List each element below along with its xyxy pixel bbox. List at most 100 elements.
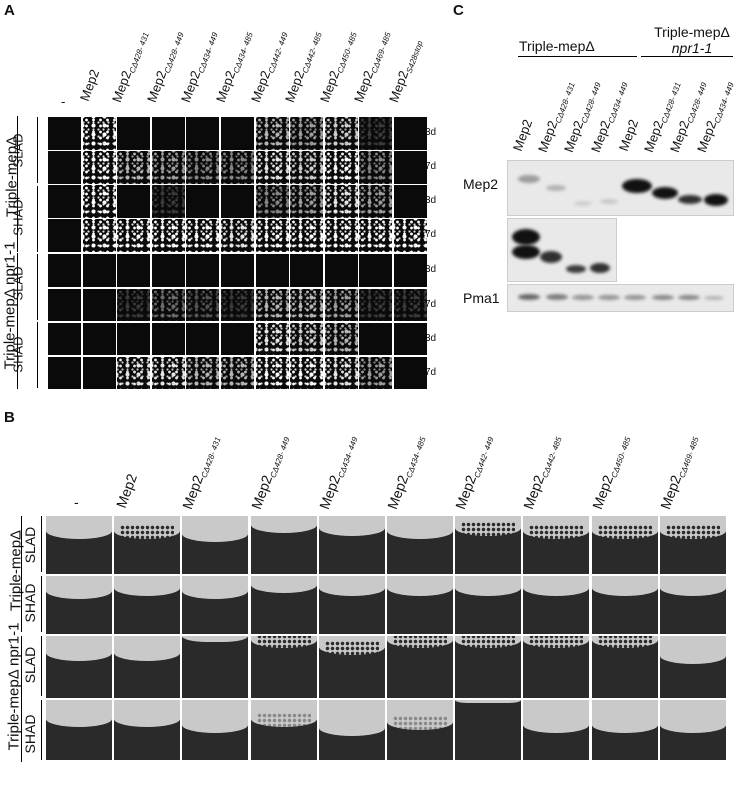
agar-background — [250, 516, 317, 533]
filament-texture — [461, 636, 516, 656]
panel-b-col-label-6-base: Mep2 — [520, 472, 548, 512]
panel-a-col-label-3-subscript: CΔ434- 449 — [197, 31, 221, 75]
panel-a-plate-r4-c8 — [324, 254, 358, 287]
colony-texture — [290, 185, 324, 218]
colony-texture — [359, 151, 393, 184]
panel-a-plate-r6-c9 — [359, 322, 393, 356]
agar-background — [318, 576, 385, 596]
agar-background — [182, 636, 249, 642]
panel-a-plate-r4-c0 — [48, 254, 81, 287]
panel-a-plate-r1-c2 — [117, 151, 151, 184]
filament-texture — [120, 525, 175, 547]
panel-a-plate-r3-c10 — [394, 219, 427, 252]
panel-b-image-r2-c3 — [250, 636, 317, 698]
panel-a-plate-r7-c5 — [221, 356, 254, 390]
panel-a-plate-r2-c7 — [290, 185, 324, 218]
panel-a-plate-r1-c6 — [255, 151, 289, 184]
panel-a-plate-r5-c5 — [221, 288, 254, 321]
panel-b-image-r0-c0 — [46, 516, 112, 574]
panel-c-pma1-row-label: Pma1 — [463, 290, 500, 306]
panel-b-col-label-4: Mep2CΔ434- 485 — [384, 433, 428, 512]
panel-a-plate-r1-c8 — [324, 151, 358, 184]
filament-texture — [597, 636, 652, 656]
panel-b-image-r2-c8 — [591, 636, 658, 698]
panel-a-plate-r6-c4 — [186, 322, 220, 356]
panel-c-lane-label-5-base: Mep2 — [640, 118, 666, 155]
colony-texture — [186, 151, 220, 184]
colony-texture — [117, 356, 151, 390]
colony-texture — [221, 219, 254, 252]
colony-texture — [359, 356, 393, 390]
colony-texture — [186, 219, 220, 252]
panel-a-col-label-9: Mep2S428stop — [386, 37, 425, 105]
panel-a-plate-r7-c2 — [117, 356, 151, 390]
panel-a-plate-r3-c5 — [221, 219, 254, 252]
agar-background — [114, 636, 181, 661]
panel-b-image-r3-c3 — [250, 700, 317, 760]
panel-a-col-label-1-subscript: CΔ428- 431 — [127, 31, 151, 75]
panel-a-plate-r3-c4 — [186, 219, 220, 252]
panel-a-col-label-9-subscript: S428stop — [404, 39, 425, 75]
panel-a-col-label-5-base: Mep2 — [247, 68, 273, 105]
panel-a-plate-r3-c8 — [324, 219, 358, 252]
panel-c-lane-label-4: Mep2 — [616, 117, 641, 153]
agar-background — [523, 576, 590, 596]
panel-a-plate-r4-c3 — [151, 254, 185, 287]
colony-texture — [221, 151, 254, 184]
panel-b-image-r2-c2 — [182, 636, 249, 698]
panel-b-slad-label-2: SLAD — [22, 646, 38, 684]
colony-texture — [324, 288, 358, 321]
colony-texture — [151, 356, 185, 390]
panel-b-image-r1-c0 — [46, 576, 112, 634]
panel-b-image-r1-c6 — [455, 576, 522, 634]
panel-a-col-label-6: Mep2CΔ442- 485 — [282, 28, 324, 105]
colony-texture — [324, 117, 358, 150]
colony-texture — [82, 219, 116, 252]
colony-texture — [359, 185, 393, 218]
agar-background — [46, 636, 112, 661]
panel-a-plate-r4-c2 — [117, 254, 151, 287]
pma1-blot — [507, 284, 734, 312]
colony-texture — [221, 356, 254, 390]
agar-background — [591, 700, 658, 733]
colony-texture — [359, 288, 393, 321]
panel-b-col-label-2-subscript: CΔ428- 449 — [268, 435, 292, 480]
panel-a-plate-r5-c6 — [255, 288, 289, 321]
colony-texture — [324, 219, 358, 252]
panel-b-image-r3-c2 — [182, 700, 249, 760]
panel-b-image-r1-c3 — [250, 576, 317, 634]
panel-b-image-r2-c4 — [318, 636, 385, 698]
agar-background — [659, 636, 726, 664]
panel-b-image-r3-c7 — [523, 700, 590, 760]
panel-b-col-label-1-subscript: CΔ428- 431 — [199, 435, 223, 480]
agar-background — [387, 700, 453, 730]
panel-a-col-label-2-base: Mep2 — [143, 68, 170, 105]
panel-c-group1-label: Triple-mepΔ — [519, 38, 595, 54]
filament-texture — [461, 522, 516, 544]
panel-b-col-label-7-subscript: CΔ450- 485 — [609, 435, 633, 480]
panel-c-lane-label-0: Mep2 — [510, 117, 535, 153]
panel-a-col-label-0: Mep2 — [76, 67, 101, 103]
panel-b-shad-label-1: SHAD — [22, 583, 38, 623]
panel-b-image-r0-c5 — [387, 516, 453, 574]
colony-texture — [290, 288, 324, 321]
panel-a-col-label-0-base: Mep2 — [76, 67, 102, 103]
panel-a-plate-r2-c1 — [82, 185, 116, 218]
panel-a-plate-r5-c10 — [394, 288, 427, 321]
agar-background — [318, 700, 385, 736]
panel-a-plate-r5-c9 — [359, 288, 393, 321]
colony-texture — [255, 219, 289, 252]
colony-texture — [324, 322, 358, 356]
colony-texture — [324, 356, 358, 390]
agar-background — [455, 576, 522, 596]
panel-b-col-label-4-subscript: CΔ434- 485 — [404, 435, 428, 480]
panel-a-plate-r0-c2 — [117, 117, 151, 150]
panel-b-col-label-3-base: Mep2 — [315, 472, 343, 512]
panel-a-slad-label-1: SLAD — [10, 133, 26, 168]
panel-a-plate-r3-c2 — [117, 219, 151, 252]
panel-a-plate-r0-c5 — [221, 117, 254, 150]
filament-texture — [597, 525, 652, 547]
panel-a-plate-r3-c6 — [255, 219, 289, 252]
panel-b-col-label-1: Mep2CΔ428- 431 — [179, 433, 223, 512]
panel-b-col-label-6-subscript: CΔ442- 485 — [540, 435, 564, 480]
